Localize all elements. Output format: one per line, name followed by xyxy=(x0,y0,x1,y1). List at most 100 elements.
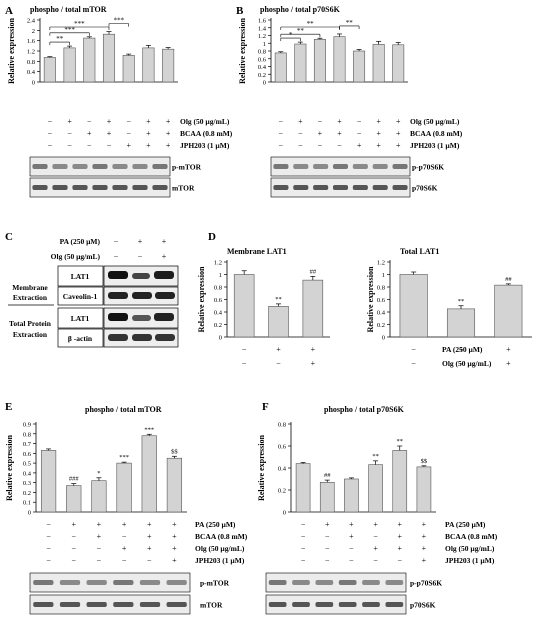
condition-sign: + xyxy=(337,117,342,126)
panel-c-sign: − xyxy=(114,252,119,261)
blot-band xyxy=(392,185,408,190)
condition-sign: − xyxy=(301,520,306,529)
panel-c-condition-label: Olg (50 µg/mL) xyxy=(51,252,101,261)
blot-band xyxy=(315,602,334,607)
bar xyxy=(368,464,383,513)
panel-letter-f: F xyxy=(262,401,269,413)
bar xyxy=(319,481,335,513)
condition-sign: − xyxy=(46,520,51,529)
condition-sign: − xyxy=(71,532,76,541)
condition-sign: − xyxy=(48,117,53,126)
bar xyxy=(399,274,428,338)
condition-sign: + xyxy=(422,556,427,565)
condition-sign: + xyxy=(126,141,131,150)
y-axis-label: Relative expression xyxy=(197,266,206,332)
significance-mark: ## xyxy=(505,276,512,283)
blot-band xyxy=(113,580,134,585)
condition-sign: − xyxy=(48,129,53,138)
y-tick-label: 1.6 xyxy=(258,18,267,25)
condition-sign: + xyxy=(298,117,303,126)
significance-label: *** xyxy=(64,26,75,34)
y-tick-label: 0.5 xyxy=(23,461,31,468)
condition-sign: − xyxy=(97,544,102,553)
condition-label: PA (250 µM) xyxy=(195,520,236,529)
y-tick-label: 0.4 xyxy=(258,64,267,71)
panel-c-sign: + xyxy=(162,252,167,261)
condition-sign: − xyxy=(242,345,247,354)
bar xyxy=(295,463,311,513)
bar xyxy=(268,306,289,338)
y-tick-label: 1 xyxy=(263,41,266,48)
panel-c-sign: + xyxy=(138,237,143,246)
condition-label: Olg (50 µg/mL) xyxy=(445,544,495,553)
condition-sign: − xyxy=(325,532,330,541)
blot-band xyxy=(273,164,289,169)
blot-band xyxy=(59,602,81,607)
bar xyxy=(162,48,175,83)
blot-label: Caveolin-1 xyxy=(63,292,98,301)
y-tick-label: 0.3 xyxy=(23,480,31,487)
condition-sign: − xyxy=(318,141,323,150)
condition-label: JPH203 (1 µM) xyxy=(180,141,230,150)
panel-letter-b: B xyxy=(236,5,244,17)
bar xyxy=(344,478,359,513)
condition-sign: + xyxy=(67,117,72,126)
condition-sign: + xyxy=(147,544,152,553)
condition-sign: − xyxy=(71,544,76,553)
blot-band xyxy=(273,185,289,190)
blot-label-box xyxy=(57,286,104,306)
blot-band xyxy=(59,580,81,585)
condition-sign: + xyxy=(107,129,112,138)
condition-sign: − xyxy=(325,556,330,565)
condition-sign: + xyxy=(166,117,171,126)
condition-sign: − xyxy=(46,556,51,565)
chart-b: phospho / total p70S6K Relative expressio… xyxy=(238,5,463,198)
blot-band xyxy=(166,602,187,607)
condition-sign: − xyxy=(349,544,354,553)
condition-sign: + xyxy=(422,520,427,529)
blot-band xyxy=(86,602,107,607)
condition-label: Olg (50 µg/mL) xyxy=(410,117,460,126)
chart-a: phospho / total mTOR Relative expression 0… xyxy=(7,5,233,198)
blot-band xyxy=(92,185,108,190)
bar xyxy=(141,435,157,513)
blot-band xyxy=(338,580,357,585)
panel-c-condition-label: PA (250 µM) xyxy=(60,237,101,246)
condition-sign: + xyxy=(97,532,102,541)
condition-sign: + xyxy=(397,532,402,541)
condition-label: JPH203 (1 µM) xyxy=(445,556,495,565)
bar xyxy=(372,44,385,83)
y-tick-label: 0.4 xyxy=(377,310,386,317)
condition-label: JPH203 (1 µM) xyxy=(195,556,245,565)
condition-label: Olg (50 µg/mL) xyxy=(442,359,492,368)
significance-mark: ** xyxy=(372,453,379,460)
condition-sign: − xyxy=(67,141,72,150)
condition-sign: + xyxy=(166,141,171,150)
condition-sign: − xyxy=(87,141,92,150)
y-tick-label: 0.6 xyxy=(23,451,32,458)
condition-sign: + xyxy=(318,129,323,138)
condition-label: PA (250 µM) xyxy=(445,520,486,529)
chart-d-total: Total LAT1 Relative expression 0 0.2 0.4 0.6 0… xyxy=(366,247,532,368)
condition-sign: − xyxy=(337,141,342,150)
significance-mark: * xyxy=(97,470,100,477)
condition-sign: + xyxy=(276,345,281,354)
bar xyxy=(302,279,324,338)
bar xyxy=(63,47,76,83)
condition-sign: − xyxy=(126,117,131,126)
blot-band xyxy=(352,185,368,190)
significance-mark: *** xyxy=(119,454,129,461)
significance-mark: ## xyxy=(310,268,317,275)
chart-title: phospho / total mTOR xyxy=(85,405,162,414)
condition-sign: − xyxy=(298,141,303,150)
condition-sign: − xyxy=(459,359,464,368)
y-tick-label: 0.4 xyxy=(214,310,223,317)
y-axis-label: Relative expression xyxy=(7,18,16,84)
bar xyxy=(43,57,56,83)
panel-c-sign: − xyxy=(138,252,143,261)
y-tick-label: 0.8 xyxy=(214,285,222,292)
y-tick-label: 0.9 xyxy=(23,422,31,429)
condition-sign: − xyxy=(301,556,306,565)
y-tick-label: 0.8 xyxy=(377,285,385,292)
condition-sign: + xyxy=(349,520,354,529)
